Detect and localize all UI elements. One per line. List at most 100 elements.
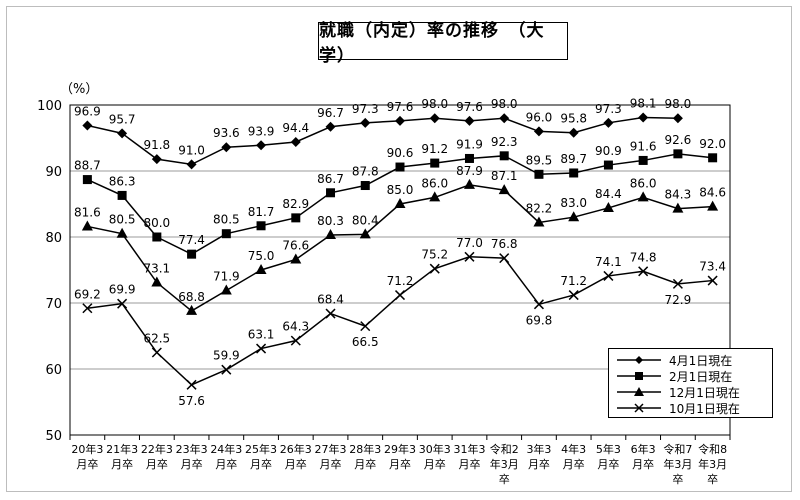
x-tick-label: 月卒 (458, 457, 480, 471)
data-point-triangle (637, 191, 649, 202)
data-label: 69.8 (526, 313, 553, 327)
data-point-x (290, 335, 301, 346)
data-point-x (325, 308, 336, 319)
data-point-diamond (638, 112, 649, 123)
data-point-square (82, 175, 92, 185)
data-point-square (152, 232, 162, 242)
data-point-triangle (81, 220, 93, 231)
data-label: 89.7 (560, 152, 587, 166)
data-label: 98.0 (421, 97, 448, 111)
data-point-triangle (116, 227, 128, 238)
plot-area (69, 104, 731, 436)
y-tick-label: 50 (45, 429, 62, 444)
data-label: 93.6 (213, 126, 240, 140)
data-label: 68.4 (317, 293, 344, 307)
x-tick-label: 令和7 (663, 442, 692, 456)
data-label: 72.9 (665, 293, 692, 307)
data-label: 81.6 (74, 205, 101, 219)
data-point-diamond (186, 159, 197, 170)
y-tick-label: 80 (45, 231, 62, 246)
data-label: 87.8 (352, 165, 379, 179)
legend-label: 10月1日現在 (669, 401, 740, 416)
data-label: 69.2 (74, 287, 101, 301)
data-point-square (499, 151, 509, 161)
data-point-square (708, 153, 718, 163)
x-tick-label: 月卒 (215, 457, 237, 471)
x-tick-label: 26年3 (280, 442, 312, 456)
data-point-square (638, 155, 648, 165)
data-point-x (186, 379, 197, 390)
data-label: 80.5 (109, 213, 136, 227)
data-label: 87.9 (456, 164, 483, 178)
data-point-triangle (568, 211, 580, 222)
data-label: 97.6 (387, 100, 414, 114)
legend-swatch-diamond (617, 356, 661, 364)
data-point-diamond (82, 120, 93, 131)
data-label: 95.7 (109, 112, 136, 126)
data-label: 92.0 (699, 137, 726, 151)
data-point-square (291, 213, 301, 223)
data-point-diamond (672, 113, 683, 124)
data-label: 82.2 (526, 201, 553, 215)
data-label: 96.0 (526, 110, 553, 124)
data-point-square (256, 221, 266, 231)
data-point-square (221, 229, 231, 239)
data-point-square (326, 188, 336, 198)
data-point-x (394, 290, 406, 301)
data-point-x (533, 299, 544, 310)
data-label: 97.3 (595, 102, 622, 116)
data-point-x (256, 343, 267, 354)
data-point-diamond (290, 136, 301, 147)
data-label: 86.0 (630, 176, 657, 190)
data-label: 89.5 (526, 153, 553, 167)
x-tick-label: 年3月 (490, 457, 519, 471)
data-point-diamond (568, 127, 579, 138)
data-label: 93.9 (248, 124, 275, 138)
data-point-diamond (395, 115, 405, 126)
x-tick-label: 月卒 (146, 457, 168, 471)
x-tick-label: 令和2 (490, 442, 519, 456)
legend-item-december: 12月1日現在 (615, 384, 740, 400)
data-point-triangle (220, 284, 232, 295)
data-label: 96.9 (74, 104, 101, 118)
data-label: 92.6 (665, 133, 692, 147)
data-point-x (360, 321, 371, 332)
data-point-diamond (360, 117, 371, 128)
y-tick-label: 60 (45, 363, 62, 378)
data-label: 71.2 (560, 274, 587, 288)
chart-title-text: 就職（内定）率の推移 （大学） (319, 21, 545, 66)
data-point-x (603, 270, 614, 281)
y-tick-label: 100 (37, 99, 62, 114)
data-label: 75.2 (421, 248, 448, 262)
data-point-triangle (394, 198, 406, 208)
data-label: 77.4 (178, 233, 205, 247)
x-tick-label: 卒 (672, 472, 683, 486)
data-point-x (117, 298, 128, 309)
legend-label: 12月1日現在 (669, 385, 740, 400)
x-tick-label: 月卒 (354, 457, 376, 471)
x-tick-label: 年3月 (663, 457, 692, 471)
x-tick-label: 6年3 (631, 442, 656, 456)
data-point-x (221, 364, 232, 375)
data-point-square (117, 190, 127, 200)
data-point-triangle (151, 276, 163, 287)
chart-frame (6, 6, 792, 492)
data-point-triangle (290, 253, 302, 264)
data-point-square (187, 249, 197, 259)
data-label: 97.6 (456, 100, 483, 114)
legend-swatch-x (617, 403, 661, 413)
x-tick-label: 年3月 (698, 457, 727, 471)
data-label: 62.5 (143, 332, 170, 346)
x-tick-label: 月卒 (320, 457, 342, 471)
data-label: 57.6 (178, 394, 205, 408)
data-label: 86.3 (109, 174, 136, 188)
legend-item-october: 10月1日現在 (615, 400, 740, 416)
data-point-square (569, 168, 579, 178)
data-point-diamond (325, 121, 336, 132)
data-point-square (464, 153, 474, 163)
data-point-triangle (463, 178, 475, 189)
data-label: 97.3 (352, 102, 379, 116)
x-tick-label: 4年3 (561, 442, 586, 456)
data-label: 91.2 (421, 142, 448, 156)
x-tick-label: 25年3 (245, 442, 277, 456)
